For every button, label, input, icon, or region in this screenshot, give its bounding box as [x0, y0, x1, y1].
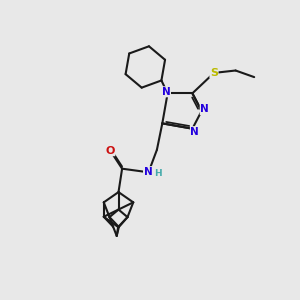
Text: N: N [162, 87, 170, 97]
Text: H: H [154, 169, 162, 178]
Text: N: N [190, 127, 199, 137]
Text: N: N [143, 167, 152, 177]
Text: N: N [200, 104, 209, 115]
Text: S: S [210, 68, 218, 78]
Text: O: O [105, 146, 115, 156]
